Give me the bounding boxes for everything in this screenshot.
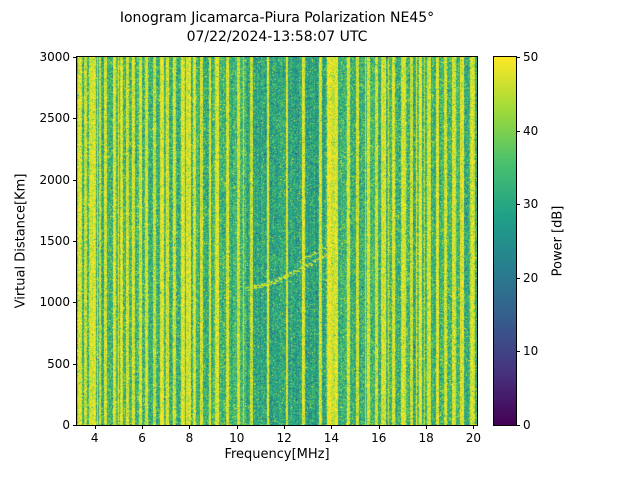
- x-tick-mark: [331, 426, 333, 429]
- y-tick-label: 1000: [39, 295, 70, 310]
- y-tick-label: 2000: [39, 172, 70, 187]
- colorbar: [493, 56, 517, 426]
- y-tick-mark: [73, 363, 76, 365]
- heatmap-canvas: [77, 57, 477, 425]
- y-tick-label: 0: [62, 418, 70, 432]
- y-tick-mark: [73, 57, 76, 58]
- y-tick-label: 3000: [39, 50, 70, 64]
- colorbar-tick-mark: [517, 277, 520, 279]
- colorbar-tick-label: 20: [523, 270, 539, 285]
- x-tick-mark: [142, 426, 144, 429]
- y-tick-mark: [73, 425, 76, 426]
- colorbar-gradient: [494, 57, 516, 425]
- y-tick-label: 500: [47, 356, 70, 371]
- colorbar-tick-label: 30: [523, 197, 539, 212]
- x-tick-mark: [473, 426, 475, 429]
- chart-title: Ionogram Jicamarca-Piura Polarization NE…: [77, 9, 477, 47]
- y-tick-label: 1500: [39, 234, 70, 248]
- colorbar-tick-label: 50: [523, 50, 539, 64]
- x-tick-mark: [378, 426, 380, 429]
- x-tick-mark: [284, 426, 286, 429]
- colorbar-tick-label: 40: [523, 123, 539, 138]
- colorbar-tick-mark: [517, 425, 520, 426]
- x-tick-mark: [236, 426, 238, 429]
- y-tick-mark: [73, 302, 76, 304]
- x-axis-label: Frequency[MHz]: [224, 447, 330, 462]
- y-tick-label: 2500: [39, 111, 70, 126]
- x-tick-mark: [94, 426, 96, 429]
- x-tick-label: 8: [185, 431, 194, 445]
- colorbar-tick-mark: [517, 204, 520, 206]
- y-tick-mark: [73, 118, 76, 120]
- colorbar-tick-mark: [517, 57, 520, 58]
- colorbar-label: Power [dB]: [550, 205, 566, 277]
- plot-area: [76, 56, 478, 426]
- x-tick-label: 4: [90, 431, 99, 445]
- x-tick-mark: [426, 426, 428, 429]
- colorbar-tick-label: 0: [523, 418, 531, 432]
- x-tick-label: 16: [371, 431, 387, 445]
- y-tick-mark: [73, 179, 76, 181]
- colorbar-tick-mark: [517, 351, 520, 353]
- x-tick-label: 12: [276, 431, 292, 445]
- x-tick-label: 20: [465, 431, 482, 445]
- x-tick-label: 6: [138, 431, 146, 445]
- chart-title-line2: 07/22/2024-13:58:07 UTC: [186, 29, 368, 45]
- x-tick-label: 10: [229, 431, 245, 445]
- y-axis-label: Virtual Distance[Km]: [13, 173, 29, 309]
- colorbar-tick-mark: [517, 130, 520, 132]
- x-tick-mark: [189, 426, 191, 429]
- x-tick-label: 14: [323, 431, 340, 445]
- chart-title-line1: Ionogram Jicamarca-Piura Polarization NE…: [119, 10, 435, 26]
- x-tick-label: 18: [418, 431, 434, 445]
- y-tick-mark: [73, 241, 76, 242]
- colorbar-tick-label: 10: [523, 344, 539, 359]
